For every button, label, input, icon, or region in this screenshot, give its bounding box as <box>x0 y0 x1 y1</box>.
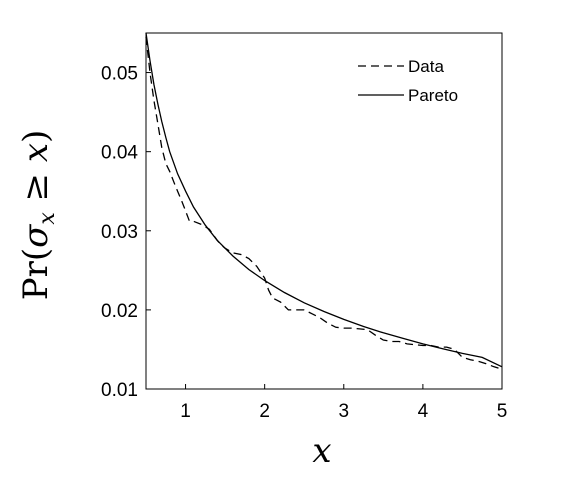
x-axis-title: x <box>312 431 331 471</box>
y-axis-ticks: 0.01 0.02 0.03 0.04 0.05 <box>101 64 151 401</box>
x-axis-ticks: 1 2 3 4 5 <box>180 384 507 422</box>
legend: Data Pareto <box>358 57 458 105</box>
y-tick-label: 0.01 <box>101 380 138 401</box>
legend-label-data: Data <box>408 57 444 76</box>
y-axis-title: Pr(σx ≥ x) <box>16 130 60 301</box>
x-tick-label: 5 <box>497 401 508 422</box>
legend-label-pareto: Pareto <box>408 86 458 105</box>
plot-series <box>145 32 503 370</box>
x-tick-label: 4 <box>418 401 429 422</box>
plot-frame <box>145 32 503 390</box>
y-tick-label: 0.03 <box>101 222 138 243</box>
series-line-pareto <box>145 32 503 368</box>
x-tick-label: 2 <box>259 401 270 422</box>
x-tick-label: 3 <box>338 401 349 422</box>
y-tick-label: 0.02 <box>101 301 138 322</box>
y-tick-label: 0.04 <box>101 143 138 164</box>
y-tick-label: 0.05 <box>101 64 138 85</box>
x-tick-label: 1 <box>180 401 191 422</box>
